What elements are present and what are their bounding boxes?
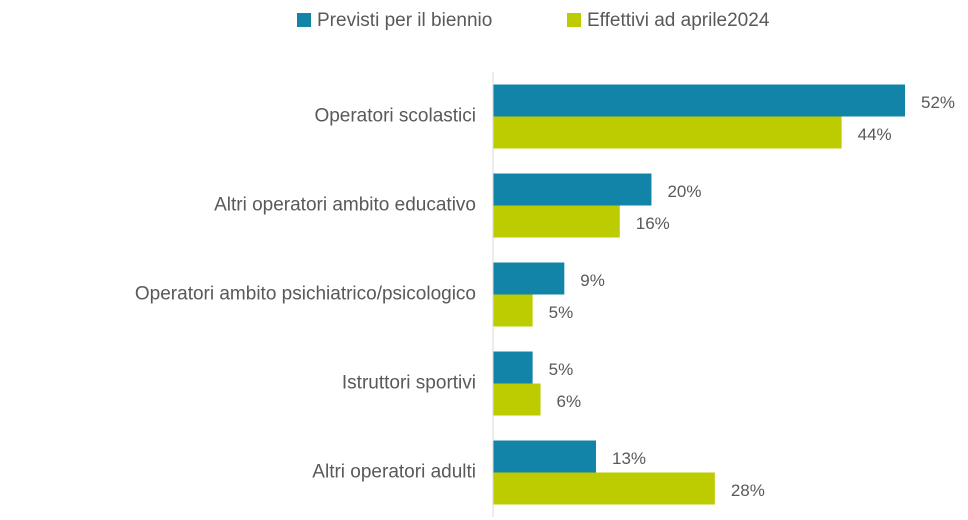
bar — [493, 351, 533, 384]
data-label: 52% — [921, 93, 955, 112]
bar — [493, 173, 652, 206]
data-label: 28% — [731, 481, 765, 500]
bar — [493, 472, 715, 505]
category-label: Operatori scolastici — [314, 106, 476, 127]
data-label: 16% — [636, 214, 670, 233]
data-label: 9% — [580, 271, 605, 290]
data-label: 6% — [557, 392, 582, 411]
data-label: 13% — [612, 449, 646, 468]
legend-label: Previsti per il biennio — [317, 10, 492, 31]
bar — [493, 262, 565, 295]
legend-swatch — [567, 13, 581, 27]
category-label: Altri operatori adulti — [312, 462, 476, 483]
bar — [493, 294, 533, 327]
bar — [493, 84, 905, 117]
bar — [493, 116, 842, 149]
bar — [493, 205, 620, 238]
data-label: 5% — [549, 303, 574, 322]
legend-swatch — [297, 13, 311, 27]
data-label: 44% — [858, 125, 892, 144]
bar — [493, 383, 541, 416]
data-label: 5% — [549, 360, 574, 379]
category-label: Operatori ambito psichiatrico/psicologic… — [135, 284, 476, 305]
data-label: 20% — [667, 182, 701, 201]
bar — [493, 440, 596, 473]
category-label: Istruttori sportivi — [342, 373, 476, 394]
legend-label: Effettivi ad aprile2024 — [587, 10, 770, 31]
category-label: Altri operatori ambito educativo — [214, 195, 476, 216]
